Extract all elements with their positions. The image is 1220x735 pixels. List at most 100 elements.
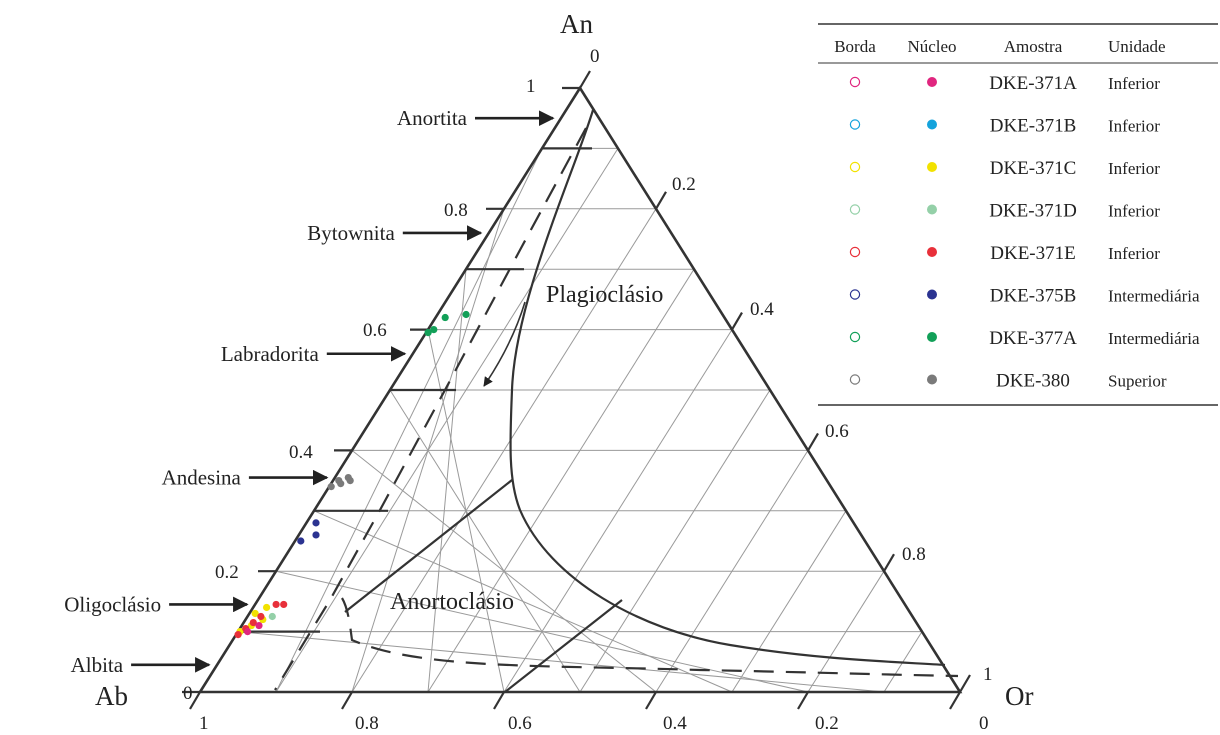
right-tick-label: 0.4 [750, 299, 774, 320]
legend-core-marker [927, 374, 937, 385]
data-point [257, 612, 265, 621]
tick-mark [189, 691, 201, 710]
grid-line [731, 510, 847, 693]
data-point [297, 537, 305, 545]
data-point [234, 631, 242, 639]
legend-rim-marker [849, 161, 861, 173]
legend-sample-label: DKE-371B [990, 116, 1077, 137]
legend-core-marker [927, 162, 937, 172]
right-tick-label: 1 [983, 664, 993, 685]
data-point [346, 477, 354, 485]
legend-unit-label: Intermediária [1108, 287, 1200, 306]
grid-line [389, 389, 581, 693]
bottom-tick-label: 0.8 [355, 713, 379, 734]
legend-rim-marker [849, 289, 861, 300]
vertex-label-ab: Ab [95, 681, 128, 711]
grid-line [579, 389, 771, 693]
tick-marks [182, 70, 971, 710]
legend-unit-label: Superior [1108, 372, 1167, 391]
an-tick-label: 0.8 [444, 200, 468, 221]
an-axis-labels: 0 0.2 0.4 0.6 0.8 1 [183, 76, 536, 704]
data-point [441, 313, 449, 322]
data-point [430, 326, 438, 334]
legend-rim-marker [849, 204, 861, 215]
data-point [280, 600, 288, 609]
bottom-tick-label: 0.4 [663, 713, 687, 734]
mineral-label: Andesina [162, 466, 242, 490]
legend-sample-label: DKE-371A [989, 73, 1077, 94]
legend-core-marker [927, 289, 937, 300]
data-point [272, 600, 280, 609]
legend-sample-label: DKE-371D [989, 201, 1077, 222]
vertex-label-an: An [560, 9, 593, 39]
vertex-label-or: Or [1005, 681, 1034, 711]
legend-unit-label: Intermediária [1108, 329, 1200, 348]
plagioclase-boundary-curve [509, 109, 946, 667]
region-label-anorthoclase: Anortoclásio [390, 589, 514, 615]
grid-line [427, 268, 695, 693]
or-axis-labels: 0 0.2 0.4 0.6 0.8 1 [590, 46, 993, 685]
right-tick-label: 0 [590, 46, 600, 67]
legend-core-marker [927, 77, 937, 87]
legend-rim-marker [849, 76, 861, 88]
grid-line [351, 208, 505, 693]
legend-rim-marker [849, 119, 861, 130]
legend-sample-label: DKE-375B [990, 286, 1077, 307]
mineral-label: Oligoclásio [64, 592, 161, 616]
tick-mark [959, 674, 971, 693]
legend-unit-label: Inferior [1108, 74, 1160, 93]
tick-mark [807, 432, 819, 451]
legend-core-marker [927, 119, 937, 130]
tick-mark [883, 553, 895, 572]
legend-header-amostra: Amostra [1004, 37, 1063, 56]
an-tick-label: 0.6 [363, 320, 387, 341]
bottom-tick-label: 1 [199, 713, 209, 734]
data-point [268, 612, 276, 621]
an-tick-label: 0.2 [215, 562, 239, 583]
grid-line [275, 148, 543, 693]
legend-rim-marker [849, 331, 861, 343]
legend-sample-label: DKE-371E [990, 243, 1075, 264]
data-point [251, 609, 259, 618]
tick-mark [645, 691, 657, 710]
data-point [244, 628, 252, 636]
legend-header-unidade: Unidade [1108, 37, 1166, 56]
legend-unit-label: Inferior [1108, 202, 1160, 221]
anorthoclase-boundary-left [344, 479, 513, 613]
legend-rim-marker [849, 374, 861, 385]
data-point [327, 483, 335, 491]
data-point [462, 310, 470, 319]
data-point [424, 329, 432, 337]
legend-sample-label: DKE-377A [989, 328, 1077, 349]
mineral-label: Albita [71, 653, 124, 677]
tick-mark [949, 691, 961, 710]
tick-mark [341, 691, 353, 710]
anorthoclase-dashed-boundary [341, 597, 959, 678]
data-point [249, 618, 257, 627]
plagioclase-pointer-arrow [483, 301, 526, 387]
legend: Borda Núcleo Amostra Unidade DKE-371A Inf… [818, 23, 1218, 406]
an-tick-label: 0.4 [289, 442, 313, 463]
legend-unit-label: Inferior [1108, 159, 1160, 178]
tick-mark [655, 191, 667, 210]
legend-sample-label: DKE-371C [990, 158, 1077, 179]
data-point [312, 519, 320, 527]
tick-mark [731, 312, 743, 331]
legend-header-nucleo: Núcleo [907, 37, 956, 56]
legend-rim-marker [849, 246, 861, 258]
data-point [312, 531, 320, 539]
tick-mark [493, 691, 505, 710]
region-label-plagioclase: Plagioclásio [546, 282, 663, 308]
mineral-label: Bytownita [307, 221, 395, 245]
legend-core-marker [927, 247, 937, 257]
legend-unit-label: Inferior [1108, 244, 1160, 263]
grid-line [427, 269, 467, 693]
bottom-tick-label: 0 [979, 713, 989, 734]
tick-mark [579, 70, 591, 89]
mineral-label: Anortita [397, 106, 468, 130]
data-points [234, 310, 470, 639]
legend-core-marker [927, 332, 937, 342]
ab-axis-labels: 1 0.8 0.6 0.4 0.2 0 [199, 713, 989, 734]
legend-rows: DKE-371A Inferior DKE-371B Inferior DKE-371C… [849, 73, 1200, 392]
